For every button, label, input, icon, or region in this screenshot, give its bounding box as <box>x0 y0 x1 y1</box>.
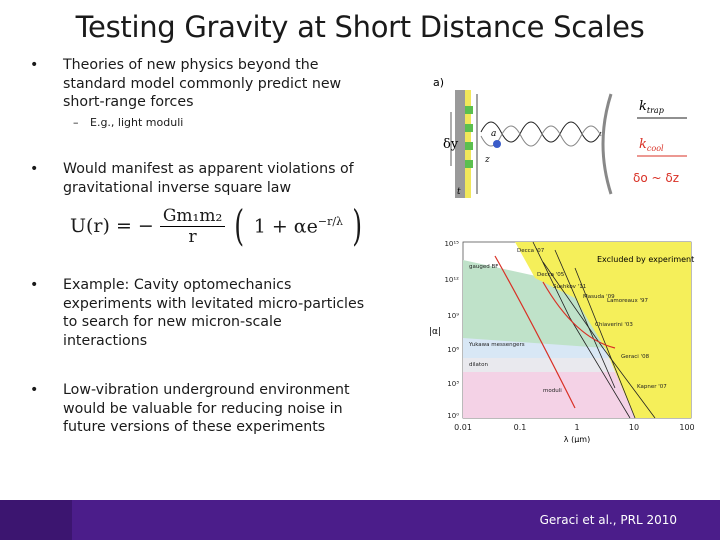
excluded-label: Excluded by experiment <box>597 255 694 264</box>
label-decca07: Decca '07 <box>517 248 545 254</box>
x-axis-ticks: 0.01 0.1 1 10 100 <box>454 423 695 432</box>
sub-bullet-light-moduli: – E.g., light moduli <box>73 116 183 129</box>
svg-text:10³: 10³ <box>447 380 459 388</box>
bullet-marker: • <box>30 277 39 293</box>
bullet-marker: • <box>30 161 39 177</box>
footer-bar: Geraci et al., PRL 2010 <box>0 500 720 540</box>
equation-paren-open: ( <box>234 201 245 250</box>
figure-a-label: a) <box>433 76 444 89</box>
equation-rhs: 1 + αe−r/λ <box>254 215 343 237</box>
label-yukawa: Yukawa messengers <box>468 342 525 348</box>
label-masuda: Masuda '09 <box>583 294 615 300</box>
label-dilaton: dilaton <box>469 362 488 368</box>
bullet-text: Example: Cavity optomechanics experiment… <box>63 277 365 349</box>
wave-gray <box>480 125 602 147</box>
label-sushkov: Sushkov '11 <box>553 284 586 290</box>
bullet-marker: • <box>30 57 39 73</box>
footer-left-block <box>0 500 72 540</box>
delta-o-label: δo ~ δz <box>633 171 679 185</box>
y-axis-label: |α| <box>429 327 441 337</box>
svg-text:10⁹: 10⁹ <box>447 312 459 320</box>
k-trap-label: ktrap <box>639 99 664 115</box>
svg-text:1: 1 <box>574 423 579 432</box>
svg-text:0.01: 0.01 <box>454 423 472 432</box>
a-label: a <box>491 129 496 139</box>
svg-text:10¹²: 10¹² <box>444 276 459 284</box>
wave-black <box>480 121 602 143</box>
bullet-marker: • <box>30 382 39 398</box>
equation-lhs: U(r) = − <box>70 215 154 237</box>
equation-denominator: r <box>188 226 197 247</box>
equation-numerator: Gm₁m₂ <box>159 206 226 227</box>
label-chiaverini: Chiaverini '03 <box>595 322 633 328</box>
label-gauged: gauged BF <box>469 264 498 270</box>
excluded-region <box>515 242 691 418</box>
microsphere <box>493 140 501 148</box>
gauged-region <box>463 260 605 348</box>
sub-bullet-text: E.g., light moduli <box>90 116 184 129</box>
gray-substrate <box>455 90 465 198</box>
svg-text:100: 100 <box>679 423 694 432</box>
x-axis-label: λ (μm) <box>564 435 590 443</box>
equation-paren-close: ) <box>352 201 363 250</box>
equation-rhs-base: 1 + αe <box>253 215 318 238</box>
svg-text:0.1: 0.1 <box>514 423 527 432</box>
figure-cavity-schematic: a) δy a z t ktrap kcool δo ~ δz <box>433 76 687 198</box>
green-fingers <box>465 106 473 168</box>
figure-exclusion-plot: Excluded by experiment Decca '07 Decca '… <box>429 240 695 443</box>
sub-bullet-marker: – <box>73 116 79 129</box>
k-cool-label: kcool <box>639 137 664 153</box>
label-decca05: Decca '05 <box>537 272 565 278</box>
footer-citation: Geraci et al., PRL 2010 <box>539 513 677 527</box>
constraint-curves <box>494 241 656 419</box>
cavity-mirror <box>601 93 613 195</box>
label-geraci: Geraci '08 <box>621 354 650 360</box>
svg-text:10: 10 <box>629 423 639 432</box>
bullet-text: Theories of new physics beyond the stand… <box>63 57 342 110</box>
equation-exponent: −r/λ <box>317 214 344 228</box>
bullet-text: Would manifest as apparent violations of… <box>63 161 354 196</box>
y-axis-ticks: 10¹⁵ 10¹² 10⁹ 10⁶ 10³ 10⁰ <box>444 240 459 420</box>
label-moduli: moduli <box>543 388 562 394</box>
svg-text:10¹⁵: 10¹⁵ <box>444 240 459 248</box>
z-label: z <box>484 155 490 165</box>
slide-title: Testing Gravity at Short Distance Scales <box>75 10 645 44</box>
svg-text:10⁶: 10⁶ <box>447 346 459 354</box>
potential-equation: U(r) = − Gm₁m₂ r ( 1 + αe−r/λ ) <box>70 205 365 247</box>
equation-fraction: Gm₁m₂ r <box>159 206 226 247</box>
svg-text:10⁰: 10⁰ <box>447 412 459 420</box>
label-lamoreaux: Lamoreaux '97 <box>607 298 649 304</box>
bullet-text: Low-vibration underground environment wo… <box>63 382 350 435</box>
label-kapner: Kapner '07 <box>637 384 667 390</box>
t-label: t <box>457 187 461 197</box>
